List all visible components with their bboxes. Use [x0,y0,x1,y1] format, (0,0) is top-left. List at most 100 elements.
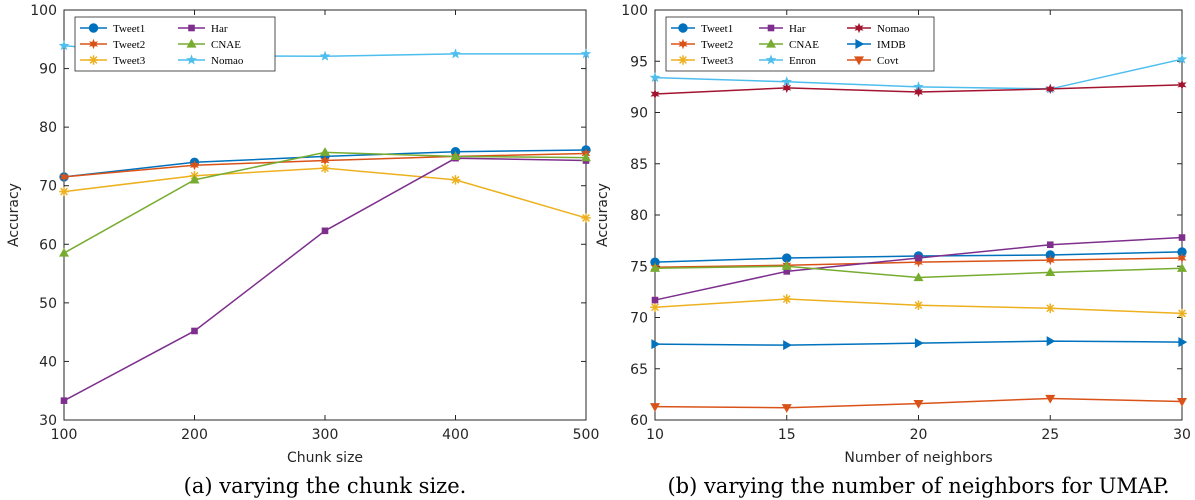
x-axis-label: Number of neighbors [844,450,992,466]
data-point [914,256,923,268]
y-tick-label: 90 [630,106,648,122]
legend-label: Enron [789,55,816,67]
y-tick-label: 80 [39,120,57,136]
x-tick-label: 30 [1173,427,1191,443]
series-cnae [59,147,591,257]
data-point [914,86,923,98]
data-point [60,397,68,404]
x-tick-label: 400 [442,427,469,443]
data-point [1045,83,1055,95]
legend-entry-tweet3: Tweet3 [80,55,146,67]
data-point [1045,267,1056,276]
legend-entry-cnae: CNAE [759,38,819,51]
y-tick-label: 50 [39,296,57,312]
legend: Tweet1 Tweet2 Tweet3 Har CNAE Nomao [74,16,276,72]
legend-marker [854,22,864,34]
data-point [581,213,591,223]
legend-label: Nomao [211,55,244,67]
series-imdb [651,336,1188,351]
legend-entry-nomao: Nomao [178,54,244,67]
data-point [190,160,199,171]
data-point [320,163,330,173]
plot-area [654,9,1183,421]
data-point [1178,337,1188,348]
data-point [651,339,661,350]
legend-marker [767,24,775,32]
legend-label: Tweet3 [113,55,146,67]
chart-panel-1: 100 200 300 400 500 30 40 50 60 70 80 90 100 Chunk si… [6,3,599,498]
legend-entry-tweet2: Tweet2 [80,38,145,51]
data-point [781,404,792,413]
data-point [581,152,591,162]
data-point [58,40,70,51]
legend-box [74,16,276,72]
data-point [651,296,659,304]
y-tick-label: 80 [630,208,648,224]
y-tick-label: 90 [39,62,57,78]
legend-label: CNAE [789,39,819,51]
series-cnae [650,261,1187,282]
legend-label: Har [789,23,806,35]
legend-entry-har: Har [178,23,228,35]
x-tick-label: 10 [646,427,664,443]
legend-label: Tweet3 [701,55,734,67]
legend-label: IMDB [877,39,906,51]
figure-caption: (a) varying the chunk size. [184,474,467,498]
legend-entry-har: Har [759,23,806,35]
data-point [59,247,69,257]
legend-label: CNAE [211,39,241,51]
legend-marker [766,38,776,48]
x-tick-label: 300 [312,427,339,443]
legend-marker [186,54,197,65]
data-point [1178,234,1186,241]
legend-label: Nomao [877,23,910,35]
y-tick-label: 40 [39,354,57,370]
legend-entry-covt: Covt [847,55,898,67]
data-point [1046,336,1056,347]
data-point [915,254,922,262]
legend-marker [678,55,688,65]
y-tick-label: 100 [621,3,648,19]
data-point [783,340,792,351]
data-point [783,268,791,275]
data-point [781,294,792,304]
data-point [913,400,924,409]
data-point [59,186,69,197]
x-tick-label: 100 [51,427,78,443]
series-tweet3 [59,163,591,223]
data-point [781,76,793,87]
data-point [189,174,200,184]
legend-entry-imdb: IMDB [847,39,906,51]
y-tick-label: 70 [630,311,648,327]
x-tick-label: 500 [573,427,600,443]
legend-marker [89,38,98,50]
chart-panel-2: 10 15 20 25 30 60 65 70 75 80 85 90 95 100 Number of n… [595,3,1191,498]
data-point [320,155,330,166]
data-point [59,171,69,183]
data-point [1177,252,1187,264]
data-point [650,302,660,313]
data-point [913,300,924,310]
legend-label: Tweet2 [113,39,145,51]
legend-entry-cnae: CNAE [178,38,241,51]
x-tick-label: 20 [910,427,928,443]
data-point [1046,241,1054,249]
x-axis-label: Chunk size [287,450,363,466]
legend-entry-tweet1: Tweet1 [80,23,145,35]
data-point [191,327,198,335]
legend-marker [88,55,99,65]
x-tick-label: 15 [778,427,796,443]
legend-entry-enron: Enron [759,54,816,67]
legend-entry-tweet2: Tweet2 [671,38,733,51]
legend-marker [88,23,99,33]
data-point [913,272,924,282]
y-tick-label: 100 [30,3,57,19]
legend-marker [678,23,688,33]
legend-marker [188,24,195,32]
legend-label: Tweet2 [701,39,733,51]
y-tick-label: 85 [630,157,648,173]
data-point [319,50,331,61]
y-tick-label: 30 [39,413,57,429]
legend: Tweet1 Tweet2 Tweet3 Har CNAE Enron Nomao IMDB C… [665,16,935,72]
